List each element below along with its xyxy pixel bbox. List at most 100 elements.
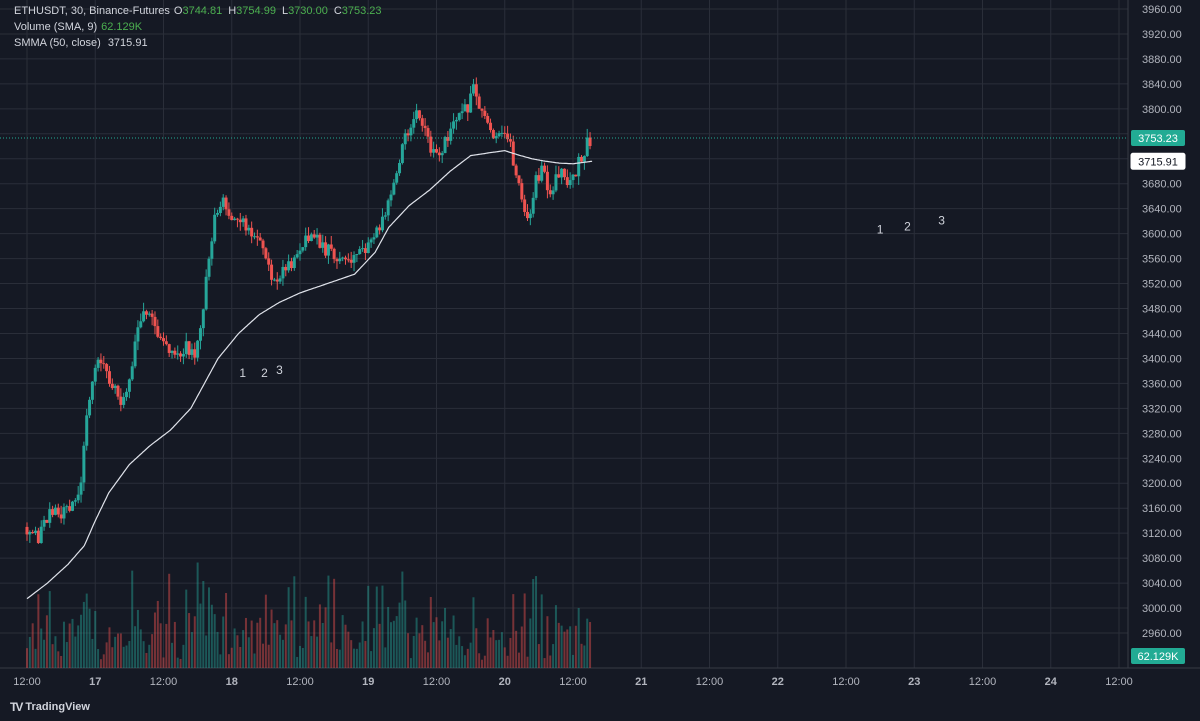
candle-body[interactable]	[358, 249, 362, 255]
candle-body[interactable]	[179, 353, 183, 357]
candle-body[interactable]	[312, 234, 316, 238]
candle-body[interactable]	[144, 311, 148, 315]
candle-body[interactable]	[142, 311, 146, 322]
candle-body[interactable]	[71, 501, 74, 511]
candle-body[interactable]	[201, 309, 205, 329]
candle-body[interactable]	[383, 215, 387, 217]
candlesticks[interactable]	[25, 77, 592, 544]
candle-body[interactable]	[469, 93, 473, 113]
candle-body[interactable]	[386, 200, 390, 216]
candle-body[interactable]	[582, 156, 586, 162]
candle-body[interactable]	[477, 96, 481, 109]
candle-body[interactable]	[426, 128, 430, 137]
legend-volume-row[interactable]: Volume (SMA, 9) 62.129K	[14, 19, 382, 35]
candle-body[interactable]	[523, 199, 527, 212]
candle-body[interactable]	[326, 244, 330, 256]
candle-body[interactable]	[162, 338, 165, 342]
candle-body[interactable]	[187, 341, 191, 355]
candle-body[interactable]	[295, 254, 299, 258]
candle-body[interactable]	[233, 218, 237, 221]
candle-body[interactable]	[574, 174, 578, 177]
candle-body[interactable]	[159, 336, 163, 339]
candle-body[interactable]	[90, 381, 94, 400]
candle-body[interactable]	[409, 127, 413, 136]
time-axis[interactable]: 12:00 17 12:00 18 12:00 19 12:00 20 12:00 21 12:00…	[13, 676, 1133, 688]
candle-body[interactable]	[307, 235, 311, 242]
candle-body[interactable]	[406, 133, 410, 136]
candle-body[interactable]	[258, 237, 262, 241]
candle-body[interactable]	[261, 240, 265, 249]
candle-body[interactable]	[432, 149, 436, 153]
candle-body[interactable]	[210, 241, 214, 259]
candle-body[interactable]	[528, 213, 532, 219]
candle-body[interactable]	[250, 227, 254, 237]
candle-body[interactable]	[45, 519, 49, 523]
candle-body[interactable]	[318, 234, 322, 248]
candle-body[interactable]	[560, 168, 564, 178]
candle-body[interactable]	[346, 259, 350, 261]
candle-body[interactable]	[568, 180, 572, 186]
candle-body[interactable]	[150, 313, 154, 317]
candle-body[interactable]	[514, 165, 518, 176]
candle-body[interactable]	[440, 153, 444, 156]
candle-body[interactable]	[267, 258, 271, 265]
candle-body[interactable]	[491, 130, 495, 139]
candle-body[interactable]	[497, 133, 501, 137]
candle-body[interactable]	[454, 119, 458, 122]
candle-body[interactable]	[73, 500, 77, 502]
candle-body[interactable]	[102, 363, 106, 365]
candle-body[interactable]	[110, 383, 114, 389]
candle-body[interactable]	[48, 509, 52, 523]
candle-body[interactable]	[85, 415, 89, 446]
candle-body[interactable]	[355, 254, 359, 256]
candle-body[interactable]	[400, 144, 404, 163]
candle-body[interactable]	[338, 258, 342, 262]
candle-body[interactable]	[554, 174, 558, 191]
candle-body[interactable]	[196, 340, 200, 358]
candle-body[interactable]	[332, 248, 336, 260]
candle-body[interactable]	[437, 152, 441, 156]
candle-body[interactable]	[420, 118, 424, 126]
candle-body[interactable]	[378, 227, 382, 231]
candle-body[interactable]	[181, 353, 185, 357]
candle-body[interactable]	[423, 125, 427, 129]
candle-body[interactable]	[76, 494, 80, 501]
candle-body[interactable]	[363, 248, 367, 254]
candle-body[interactable]	[403, 133, 407, 145]
candle-body[interactable]	[68, 506, 72, 511]
candle-body[interactable]	[25, 526, 29, 535]
legend-smma-row[interactable]: SMMA (50, close) 3715.91	[14, 35, 382, 51]
candle-body[interactable]	[309, 234, 313, 242]
candle-body[interactable]	[580, 156, 584, 162]
candle-body[interactable]	[585, 137, 589, 157]
candle-body[interactable]	[153, 316, 157, 327]
candle-body[interactable]	[184, 341, 188, 354]
candle-body[interactable]	[474, 84, 478, 97]
candle-body[interactable]	[548, 190, 552, 195]
candle-body[interactable]	[398, 162, 402, 174]
candle-body[interactable]	[65, 506, 69, 508]
candle-body[interactable]	[329, 244, 333, 249]
candle-body[interactable]	[543, 165, 547, 172]
candle-body[interactable]	[156, 326, 160, 337]
candle-body[interactable]	[389, 194, 393, 201]
candle-body[interactable]	[116, 385, 120, 397]
candle-body[interactable]	[503, 132, 507, 134]
candle-body[interactable]	[164, 341, 168, 345]
candle-body[interactable]	[534, 175, 538, 198]
candle-body[interactable]	[88, 399, 92, 416]
candle-body[interactable]	[369, 239, 373, 243]
candle-body[interactable]	[324, 242, 328, 256]
candle-body[interactable]	[198, 328, 202, 341]
candle-body[interactable]	[82, 445, 86, 483]
candle-body[interactable]	[281, 266, 285, 279]
candle-body[interactable]	[238, 219, 242, 223]
candle-body[interactable]	[417, 110, 421, 119]
candle-body[interactable]	[489, 122, 493, 131]
candle-body[interactable]	[136, 327, 140, 342]
candle-body[interactable]	[435, 149, 438, 153]
candle-body[interactable]	[412, 119, 416, 128]
candle-body[interactable]	[59, 514, 63, 519]
candle-body[interactable]	[292, 257, 296, 269]
